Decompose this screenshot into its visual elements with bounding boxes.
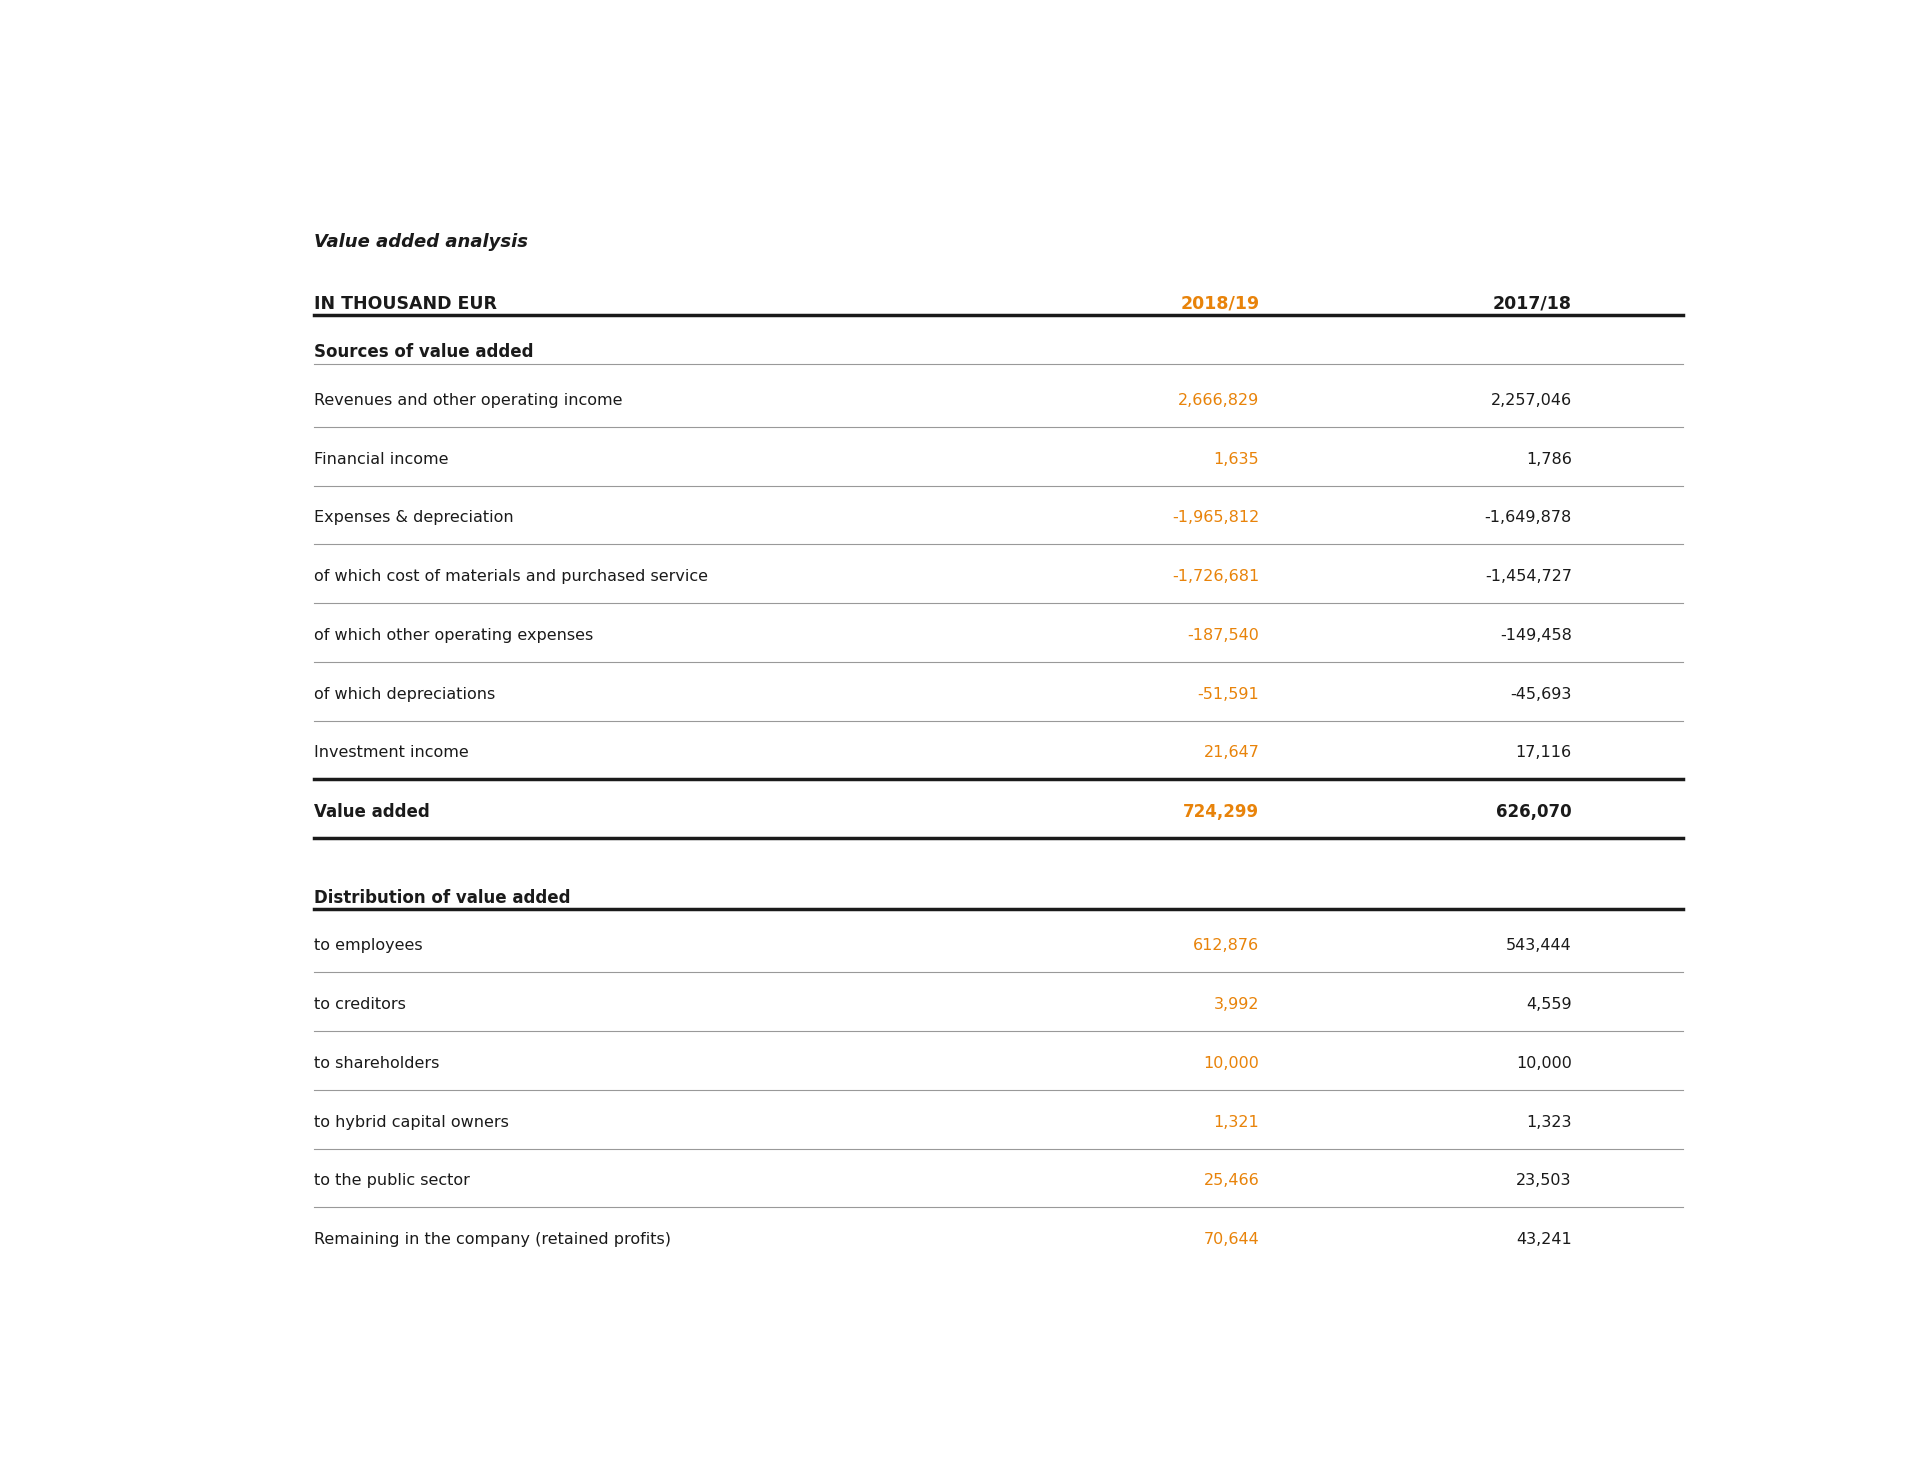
Text: -51,591: -51,591	[1198, 687, 1260, 701]
Text: 612,876: 612,876	[1192, 939, 1260, 954]
Text: 2018/19: 2018/19	[1181, 295, 1260, 312]
Text: -45,693: -45,693	[1511, 687, 1572, 701]
Text: Value added analysis: Value added analysis	[315, 233, 528, 251]
Text: 43,241: 43,241	[1517, 1232, 1572, 1247]
Text: 23,503: 23,503	[1517, 1174, 1572, 1188]
Text: Revenues and other operating income: Revenues and other operating income	[315, 393, 622, 408]
Text: -187,540: -187,540	[1187, 628, 1260, 643]
Text: 1,786: 1,786	[1526, 452, 1572, 467]
Text: 10,000: 10,000	[1204, 1056, 1260, 1071]
Text: -1,965,812: -1,965,812	[1171, 511, 1260, 525]
Text: 2017/18: 2017/18	[1492, 295, 1572, 312]
Text: 1,321: 1,321	[1213, 1115, 1260, 1130]
Text: -1,649,878: -1,649,878	[1484, 511, 1572, 525]
Text: 2,666,829: 2,666,829	[1179, 393, 1260, 408]
Text: 2,257,046: 2,257,046	[1490, 393, 1572, 408]
Text: to the public sector: to the public sector	[315, 1174, 470, 1188]
Text: 1,635: 1,635	[1213, 452, 1260, 467]
Text: 724,299: 724,299	[1183, 802, 1260, 820]
Text: to hybrid capital owners: to hybrid capital owners	[315, 1115, 509, 1130]
Text: of which other operating expenses: of which other operating expenses	[315, 628, 593, 643]
Text: to employees: to employees	[315, 939, 422, 954]
Text: of which cost of materials and purchased service: of which cost of materials and purchased…	[315, 569, 708, 584]
Text: Sources of value added: Sources of value added	[315, 343, 534, 361]
Text: 17,116: 17,116	[1515, 745, 1572, 760]
Text: 1,323: 1,323	[1526, 1115, 1572, 1130]
Text: IN THOUSAND EUR: IN THOUSAND EUR	[315, 295, 497, 312]
Text: 21,647: 21,647	[1204, 745, 1260, 760]
Text: 10,000: 10,000	[1517, 1056, 1572, 1071]
Text: -149,458: -149,458	[1500, 628, 1572, 643]
Text: 3,992: 3,992	[1213, 998, 1260, 1012]
Text: 70,644: 70,644	[1204, 1232, 1260, 1247]
Text: -1,726,681: -1,726,681	[1171, 569, 1260, 584]
Text: Expenses & depreciation: Expenses & depreciation	[315, 511, 515, 525]
Text: Distribution of value added: Distribution of value added	[315, 889, 570, 907]
Text: 4,559: 4,559	[1526, 998, 1572, 1012]
Text: Investment income: Investment income	[315, 745, 468, 760]
Text: 626,070: 626,070	[1496, 802, 1572, 820]
Text: Value added: Value added	[315, 802, 430, 820]
Text: to creditors: to creditors	[315, 998, 407, 1012]
Text: 25,466: 25,466	[1204, 1174, 1260, 1188]
Text: of which depreciations: of which depreciations	[315, 687, 495, 701]
Text: 543,444: 543,444	[1505, 939, 1572, 954]
Text: Financial income: Financial income	[315, 452, 449, 467]
Text: to shareholders: to shareholders	[315, 1056, 440, 1071]
Text: Remaining in the company (retained profits): Remaining in the company (retained profi…	[315, 1232, 672, 1247]
Text: -1,454,727: -1,454,727	[1484, 569, 1572, 584]
